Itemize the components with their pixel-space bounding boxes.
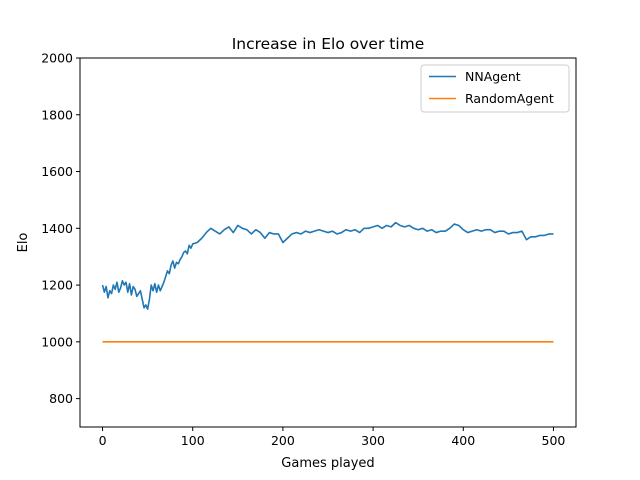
x-tick-label: 400: [451, 433, 475, 448]
chart-title: Increase in Elo over time: [232, 35, 425, 53]
x-tick-label: 0: [99, 433, 107, 448]
legend-label-nnagent: NNAgent: [465, 69, 521, 84]
x-tick-label: 100: [181, 433, 205, 448]
x-tick-label: 500: [542, 433, 566, 448]
x-tick-label: 300: [361, 433, 385, 448]
y-axis-ticks: 800 1000 1200 1400 1600 1800 2000: [41, 51, 80, 406]
y-axis-label: Elo: [16, 233, 31, 253]
series-line-nnagent: [101, 221, 554, 311]
legend-label-randomagent: RandomAgent: [465, 91, 554, 106]
y-tick-label: 800: [49, 391, 73, 406]
y-tick-label: 1400: [41, 221, 73, 236]
y-tick-label: 1000: [41, 334, 73, 349]
y-tick-label: 1800: [41, 107, 73, 122]
x-axis-ticks: 0 100 200 300 400 500: [99, 427, 566, 448]
x-tick-label: 200: [271, 433, 295, 448]
y-tick-label: 1200: [41, 278, 73, 293]
series-layer: [101, 221, 554, 343]
y-tick-label: 1600: [41, 164, 73, 179]
plot-area: [79, 57, 577, 428]
legend-box: [420, 64, 570, 113]
y-tick-label: 2000: [41, 51, 73, 66]
x-axis-label: Games played: [281, 456, 374, 471]
plot-frame: [79, 57, 577, 428]
legend: NNAgent RandomAgent: [420, 64, 570, 113]
